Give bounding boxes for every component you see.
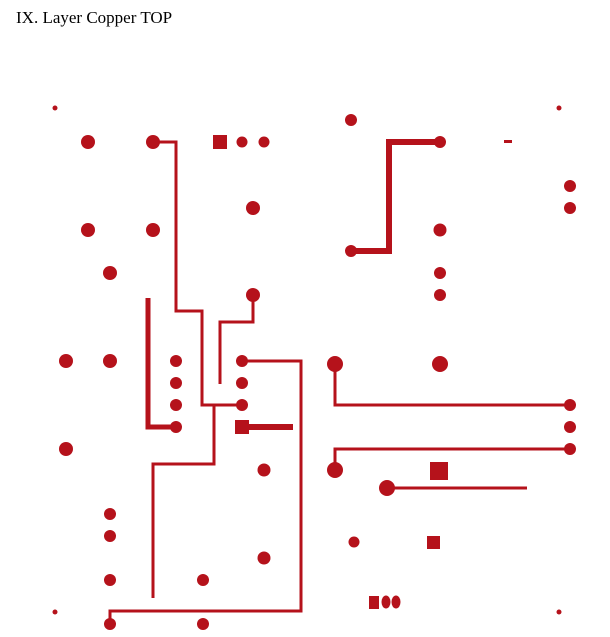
fiducial-top-left <box>52 105 58 111</box>
pad <box>433 223 447 237</box>
pad <box>104 618 116 630</box>
pad <box>434 267 446 279</box>
pad <box>236 355 248 367</box>
pad <box>236 136 248 148</box>
pad <box>257 551 271 565</box>
pad <box>81 223 95 237</box>
trace <box>145 298 176 430</box>
trace <box>333 447 570 470</box>
pad <box>246 288 260 302</box>
pad <box>236 377 248 389</box>
pad <box>564 421 576 433</box>
square-pad <box>427 536 440 549</box>
fiducial-bottom-right <box>556 609 562 615</box>
square-pad <box>213 135 227 149</box>
smd-pad <box>504 140 512 143</box>
pad <box>170 399 182 411</box>
pad <box>345 114 357 126</box>
fiducial-top-right <box>556 105 562 111</box>
pad <box>432 356 448 372</box>
page-heading: IX. Layer Copper TOP <box>16 8 173 27</box>
pad <box>104 508 116 520</box>
trace <box>351 139 440 254</box>
pad <box>258 136 270 148</box>
pad <box>103 266 117 280</box>
pad <box>197 618 209 630</box>
pad <box>345 245 357 257</box>
copper-features <box>52 105 576 630</box>
pad <box>434 136 446 148</box>
square-pad <box>369 596 379 609</box>
trace <box>108 359 303 624</box>
square-pad <box>235 420 249 434</box>
pad <box>170 421 182 433</box>
pad <box>81 135 95 149</box>
pad <box>257 463 271 477</box>
trace <box>151 403 242 598</box>
oval-pad <box>391 595 401 609</box>
pad <box>197 574 209 586</box>
pad <box>327 356 343 372</box>
pad <box>564 399 576 411</box>
pad <box>170 377 182 389</box>
pad <box>146 223 160 237</box>
pad <box>564 180 576 192</box>
pad <box>564 443 576 455</box>
pad <box>104 574 116 586</box>
trace <box>153 140 242 407</box>
pad <box>236 399 248 411</box>
pad <box>146 135 160 149</box>
trace <box>333 364 570 407</box>
pad <box>170 355 182 367</box>
pad <box>348 536 360 548</box>
square-pad <box>430 462 448 480</box>
fiducial-bottom-left <box>52 609 58 615</box>
pad <box>327 462 343 478</box>
pad <box>379 480 395 496</box>
pad <box>564 202 576 214</box>
pad <box>103 354 117 368</box>
pad <box>59 354 73 368</box>
pad <box>104 530 116 542</box>
pad <box>246 201 260 215</box>
pad <box>59 442 73 456</box>
trace <box>218 295 255 384</box>
pad <box>434 289 446 301</box>
oval-pad <box>381 595 391 609</box>
